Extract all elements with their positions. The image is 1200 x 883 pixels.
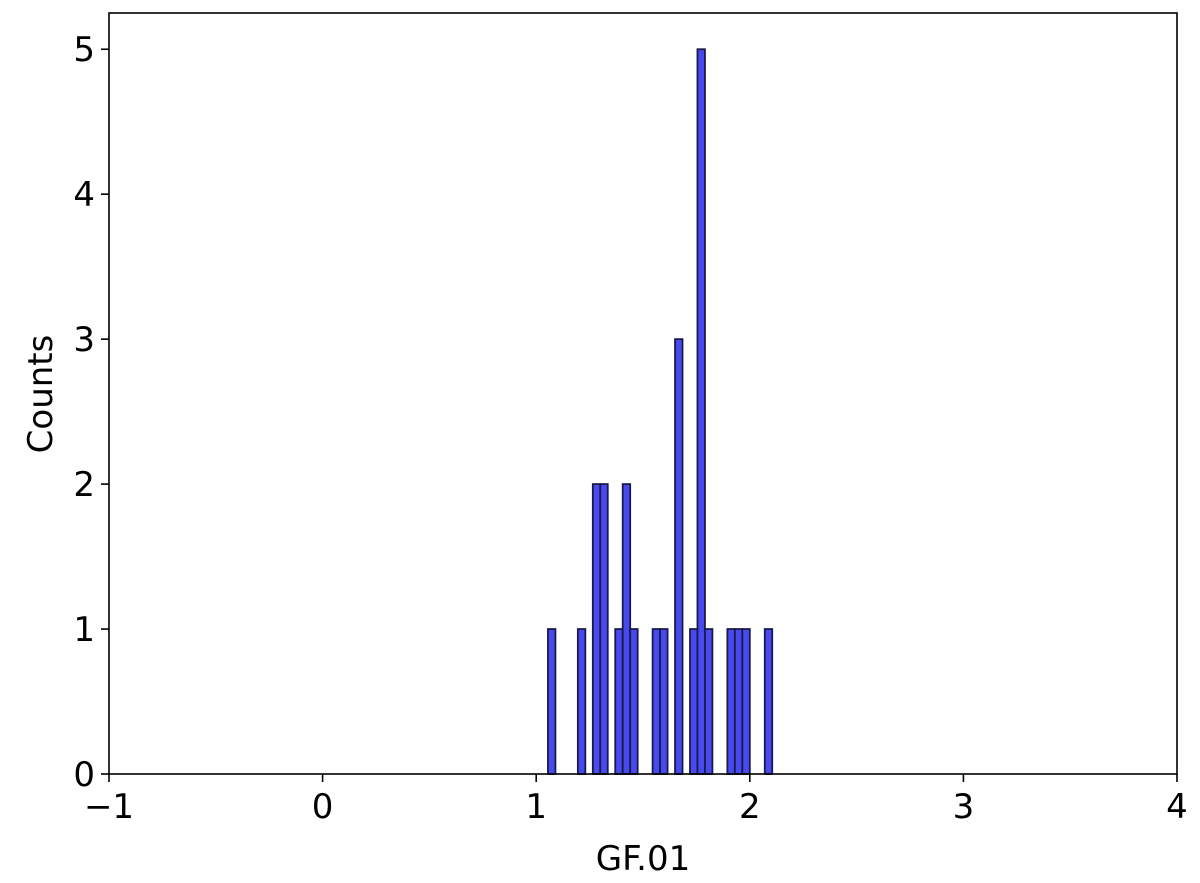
plot-frame xyxy=(108,12,1178,775)
bars-layer xyxy=(547,48,774,775)
histogram-bar xyxy=(689,628,699,775)
x-axis-label: GF.01 xyxy=(596,839,691,879)
x-tick-label: −1 xyxy=(84,787,134,827)
histogram-bar xyxy=(629,628,639,775)
y-tick-label: 5 xyxy=(73,30,95,70)
histogram-bar xyxy=(576,628,587,775)
histogram-bar xyxy=(659,628,669,775)
y-tick-label: 2 xyxy=(73,465,95,505)
histogram-bar xyxy=(599,483,609,775)
x-tick-label: 4 xyxy=(1166,787,1188,827)
y-axis-label: Counts xyxy=(21,335,61,454)
histogram-bar xyxy=(621,483,632,775)
histogram-bar xyxy=(547,628,557,775)
histogram-bar xyxy=(704,628,714,775)
histogram-bar xyxy=(674,338,684,775)
x-tick-label: 1 xyxy=(525,787,547,827)
histogram-bar xyxy=(591,483,602,775)
histogram-bar xyxy=(651,628,661,775)
y-tick-label: 1 xyxy=(73,610,95,650)
histogram-bar xyxy=(614,628,624,775)
y-tick-label: 4 xyxy=(73,175,95,215)
x-tick-label: 3 xyxy=(953,787,975,827)
histogram-bar xyxy=(726,628,736,775)
y-tick-label: 3 xyxy=(73,320,95,360)
histogram-bar xyxy=(763,628,774,775)
x-tick-label: 0 xyxy=(312,787,334,827)
x-tick-label: 2 xyxy=(739,787,761,827)
histogram-bar xyxy=(733,628,744,775)
histogram-bar xyxy=(741,628,751,775)
y-tick-label: 0 xyxy=(73,755,95,795)
histogram-bar xyxy=(696,48,706,775)
y-axis-ticks: 0 1 2 3 4 5 xyxy=(73,30,109,795)
x-axis-ticks: −1 0 1 2 3 4 xyxy=(84,774,1188,827)
